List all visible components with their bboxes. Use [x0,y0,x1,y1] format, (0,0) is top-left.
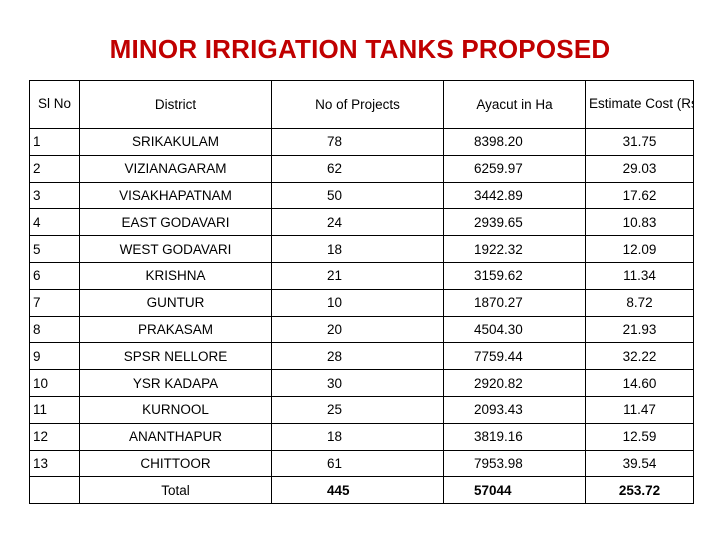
header-no-of-projects: No of Projects [271,80,444,129]
cell-estimate-cost: 12.59 [585,422,694,451]
cell-estimate-cost: 29.03 [585,154,694,183]
page-title: MINOR IRRIGATION TANKS PROPOSED [109,34,611,64]
cell-estimate-cost: 32.22 [585,342,694,371]
table-row: 1 SRIKAKULAM 78 8398.20 31.75 [29,128,694,156]
cell-district: ANANTHAPUR [79,422,272,451]
cell-estimate-cost: 14.60 [585,369,694,397]
header-sl-no: Sl No [29,80,80,129]
cell-ayacut: 1922.32 [443,235,586,263]
header-estimate-cost: Estimate Cost (Rs. Crores) [585,80,694,129]
cell-ayacut: 4504.30 [443,315,586,344]
cell-ayacut: 3159.62 [443,261,586,290]
table-row: 13 CHITTOOR 61 7953.98 39.54 [29,449,694,478]
cell-ayacut: 2939.65 [443,208,586,237]
cell-no-of-projects: 30 [271,369,444,397]
cell-no-of-projects: 18 [271,422,444,451]
cell-district: KRISHNA [79,261,272,290]
cell-estimate-cost: 8.72 [585,288,694,317]
cell-sl-no: 5 [29,235,80,263]
cell-no-of-projects: 62 [271,154,444,183]
cell-district: PRAKASAM [79,315,272,344]
cell-estimate-cost: 17.62 [585,181,694,210]
table-row: 3 VISAKHAPATNAM 50 3442.89 17.62 [29,181,694,210]
cell-no-of-projects: 24 [271,208,444,237]
cell-no-of-projects: 78 [271,128,444,156]
total-label: Total [79,476,272,505]
table-row: 6 KRISHNA 21 3159.62 11.34 [29,261,694,290]
cell-ayacut: 2920.82 [443,369,586,397]
table-row: 12 ANANTHAPUR 18 3819.16 12.59 [29,422,694,451]
cell-sl-no: 6 [29,261,80,290]
cell-sl-no: 12 [29,422,80,451]
cell-no-of-projects: 10 [271,288,444,317]
cell-no-of-projects: 25 [271,395,444,424]
cell-no-of-projects: 18 [271,235,444,263]
cell-ayacut: 2093.43 [443,395,586,424]
cell-sl-no: 11 [29,395,80,424]
cell-district: YSR KADAPA [79,369,272,397]
table-row: 11 KURNOOL 25 2093.43 11.47 [29,395,694,424]
header-district: District [79,80,272,129]
cell-no-of-projects: 50 [271,181,444,210]
cell-district: WEST GODAVARI [79,235,272,263]
cell-ayacut: 1870.27 [443,288,586,317]
cell-district: VISAKHAPATNAM [79,181,272,210]
cell-district: SPSR NELLORE [79,342,272,371]
cell-estimate-cost: 11.34 [585,261,694,290]
cell-sl-no: 9 [29,342,80,371]
header-ayacut: Ayacut in Ha [443,80,586,129]
cell-ayacut: 7953.98 [443,449,586,478]
table-row: 2 VIZIANAGARAM 62 6259.97 29.03 [29,154,694,183]
table-row: 4 EAST GODAVARI 24 2939.65 10.83 [29,208,694,237]
cell-district: GUNTUR [79,288,272,317]
cell-no-of-projects: 28 [271,342,444,371]
irrigation-tanks-table: Sl No District No of Projects Ayacut in … [29,80,694,505]
cell-ayacut: 3819.16 [443,422,586,451]
table-row: 8 PRAKASAM 20 4504.30 21.93 [29,315,694,344]
cell-sl-no: 13 [29,449,80,478]
cell-district: SRIKAKULAM [79,128,272,156]
cell-ayacut: 6259.97 [443,154,586,183]
cell-sl-no: 7 [29,288,80,317]
table-row: 10 YSR KADAPA 30 2920.82 14.60 [29,369,694,397]
total-estimate-cost: 253.72 [585,476,694,505]
total-row: Total 445 57044 253.72 [29,476,694,505]
table-row: 5 WEST GODAVARI 18 1922.32 12.09 [29,235,694,263]
cell-estimate-cost: 12.09 [585,235,694,263]
cell-no-of-projects: 20 [271,315,444,344]
total-ayacut: 57044 [443,476,586,505]
cell-estimate-cost: 10.83 [585,208,694,237]
cell-estimate-cost: 11.47 [585,395,694,424]
table-row: 7 GUNTUR 10 1870.27 8.72 [29,288,694,317]
cell-district: EAST GODAVARI [79,208,272,237]
cell-sl-no-empty [29,476,80,505]
cell-no-of-projects: 61 [271,449,444,478]
table-header-row: Sl No District No of Projects Ayacut in … [29,80,694,129]
cell-sl-no: 4 [29,208,80,237]
cell-sl-no: 1 [29,128,80,156]
cell-estimate-cost: 31.75 [585,128,694,156]
cell-estimate-cost: 21.93 [585,315,694,344]
cell-ayacut: 8398.20 [443,128,586,156]
cell-sl-no: 10 [29,369,80,397]
cell-district: CHITTOOR [79,449,272,478]
table-row: 9 SPSR NELLORE 28 7759.44 32.22 [29,342,694,371]
cell-sl-no: 8 [29,315,80,344]
cell-district: VIZIANAGARAM [79,154,272,183]
cell-estimate-cost: 39.54 [585,449,694,478]
cell-sl-no: 2 [29,154,80,183]
cell-no-of-projects: 21 [271,261,444,290]
total-no-of-projects: 445 [271,476,444,505]
cell-ayacut: 7759.44 [443,342,586,371]
cell-sl-no: 3 [29,181,80,210]
cell-district: KURNOOL [79,395,272,424]
table-body: 1 SRIKAKULAM 78 8398.20 31.75 2 VIZIANAG… [29,128,694,505]
cell-ayacut: 3442.89 [443,181,586,210]
